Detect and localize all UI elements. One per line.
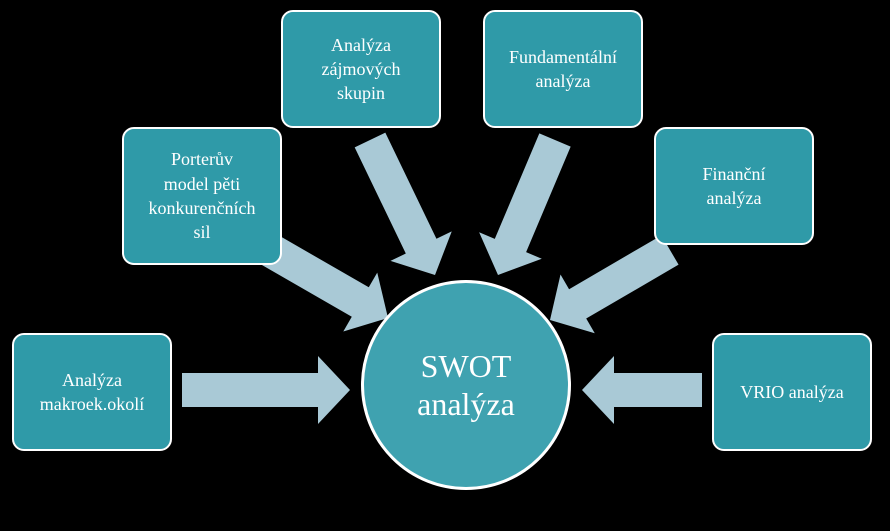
node-label: Porterův model pěti konkurenčních sil <box>141 141 264 250</box>
node-vrio: VRIO analýza <box>712 333 872 451</box>
diagram-canvas: SWOT analýza Analýza makroek.okolí Porter… <box>0 0 890 531</box>
arrow-fund <box>467 127 587 288</box>
arrow-vrio <box>582 356 702 424</box>
node-label: Analýza zájmových skupin <box>314 27 409 112</box>
center-label: SWOT analýza <box>417 347 515 424</box>
node-fund: Fundamentální analýza <box>483 10 643 128</box>
node-label: Finanční analýza <box>695 156 774 217</box>
node-fin: Finanční analýza <box>654 127 814 245</box>
center-node: SWOT analýza <box>361 280 571 490</box>
node-label: VRIO analýza <box>732 374 851 410</box>
node-porter: Porterův model pěti konkurenčních sil <box>122 127 282 265</box>
arrow-zajm <box>339 125 465 289</box>
arrow-makro <box>182 356 350 424</box>
node-zajm: Analýza zájmových skupin <box>281 10 441 128</box>
node-makro: Analýza makroek.okolí <box>12 333 172 451</box>
node-label: Fundamentální analýza <box>501 39 625 100</box>
node-label: Analýza makroek.okolí <box>32 362 152 423</box>
